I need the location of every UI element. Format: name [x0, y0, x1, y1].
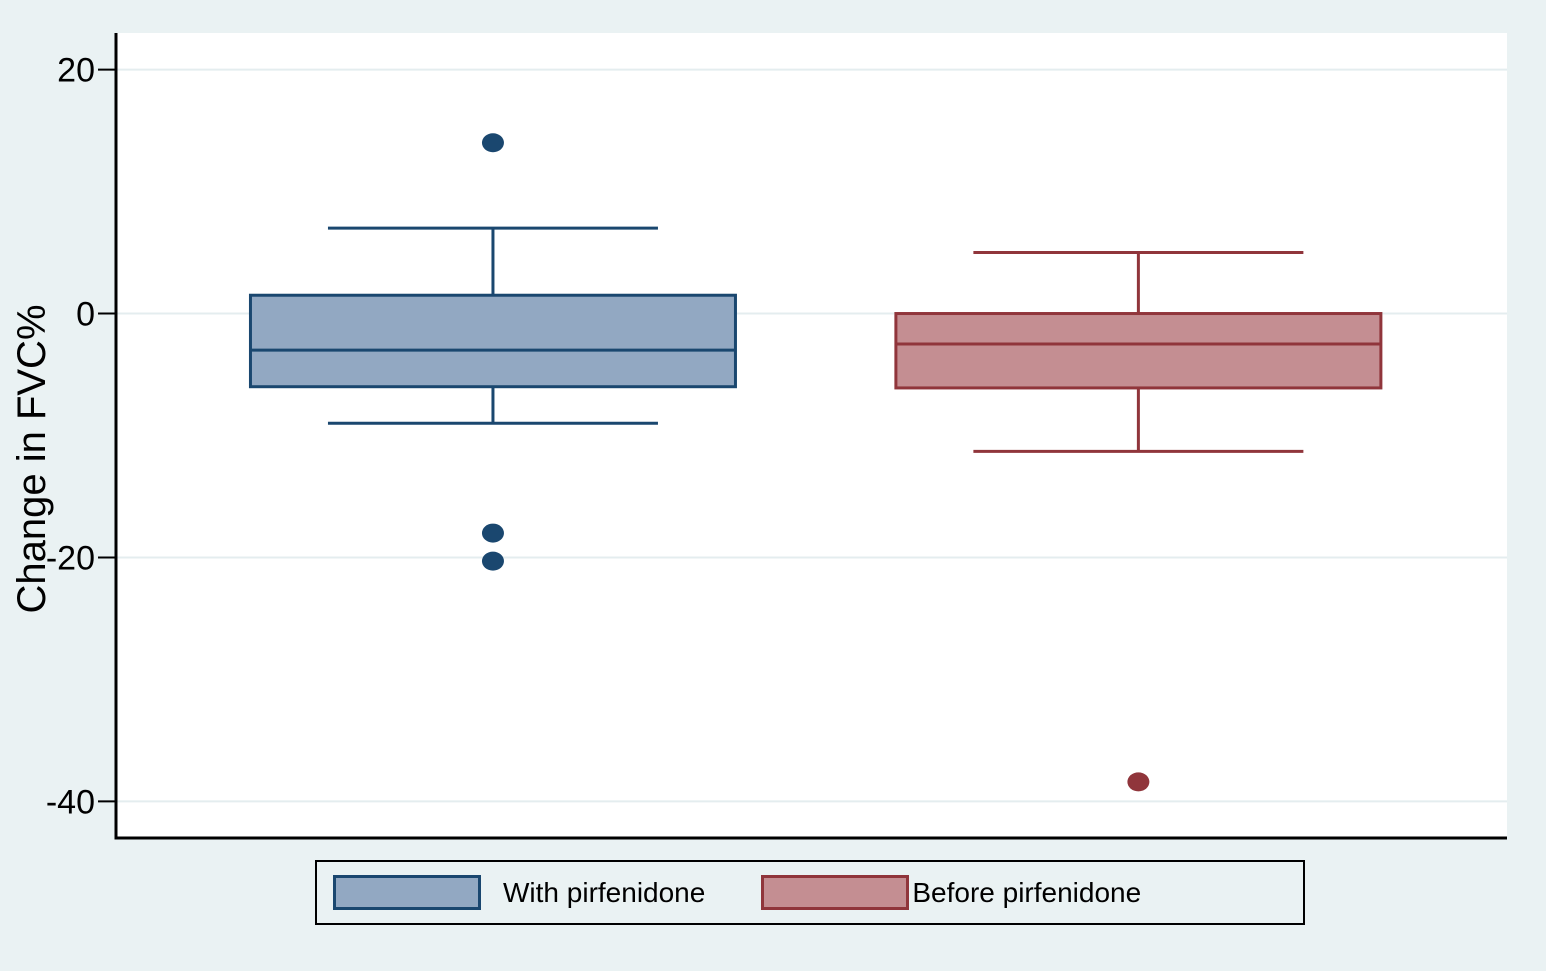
y-tick-label: -20 [46, 539, 95, 577]
iqr-box [894, 312, 1383, 390]
outlier-point [481, 551, 504, 571]
legend-swatch-before-pirfenidone [761, 875, 910, 910]
y-tick-label: 20 [57, 52, 95, 90]
y-axis-title: Change in FVC% [10, 304, 54, 614]
legend: With pirfenidone Before pirfenidone [315, 860, 1305, 925]
outlier-point [1127, 772, 1150, 792]
legend-label-with-pirfenidone: With pirfenidone [503, 876, 706, 908]
y-tick-label: -40 [46, 783, 95, 821]
outlier-point [481, 133, 504, 153]
outlier-point [481, 523, 504, 543]
legend-swatch-with-pirfenidone [333, 875, 481, 910]
y-tick-label: 0 [76, 296, 95, 334]
legend-label-before-pirfenidone: Before pirfenidone [912, 876, 1142, 908]
plot-background [116, 33, 1507, 838]
iqr-box [248, 293, 737, 389]
